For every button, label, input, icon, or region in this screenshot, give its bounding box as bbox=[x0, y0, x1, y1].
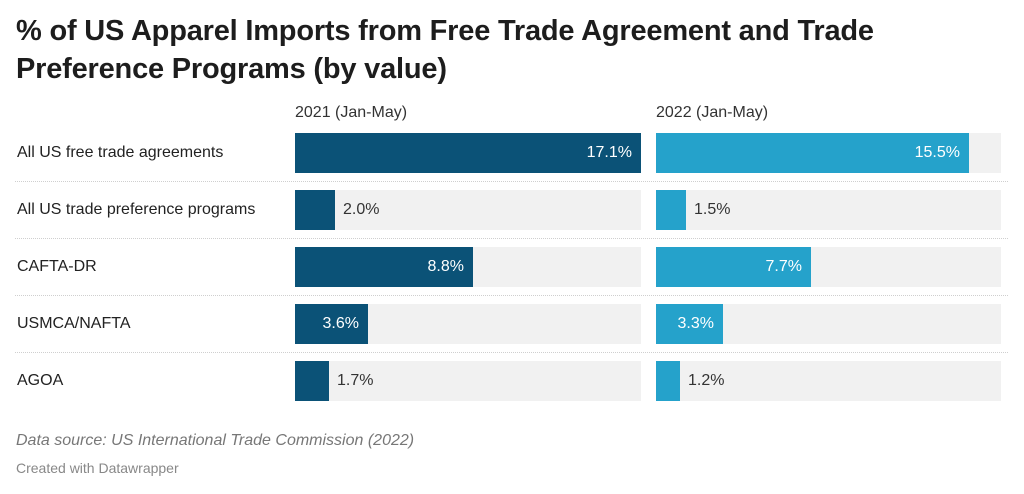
bar-track: 1.5% bbox=[656, 190, 1001, 230]
credit-link[interactable]: Created with Datawrapper bbox=[16, 460, 179, 476]
bar-track: 1.7% bbox=[295, 361, 641, 401]
category-label: AGOA bbox=[17, 372, 64, 389]
category-label: All US free trade agreements bbox=[17, 144, 224, 161]
chart-title: % of US Apparel Imports from Free Trade … bbox=[16, 15, 874, 85]
category-label: CAFTA-DR bbox=[17, 258, 97, 275]
bar-2022 bbox=[656, 190, 686, 230]
bar-track: 17.1% bbox=[295, 133, 641, 173]
bar-2021 bbox=[295, 304, 368, 344]
value-label: 1.5% bbox=[694, 201, 731, 218]
value-label: 2.0% bbox=[343, 201, 380, 218]
value-label: 3.3% bbox=[677, 315, 714, 332]
value-label: 7.7% bbox=[765, 258, 802, 275]
value-label: 17.1% bbox=[586, 144, 632, 161]
column-header-2022: 2022 (Jan-May) bbox=[656, 104, 769, 121]
bar-track: 8.8% bbox=[295, 247, 641, 287]
row-separator bbox=[15, 352, 1008, 353]
row-separator bbox=[15, 238, 1008, 239]
data-source-note: Data source: US International Trade Comm… bbox=[16, 432, 415, 449]
value-label: 3.6% bbox=[322, 315, 359, 332]
bar-track: 3.3% bbox=[656, 304, 1001, 344]
value-label: 15.5% bbox=[914, 144, 960, 161]
bar-track: 2.0% bbox=[295, 190, 641, 230]
bar-track: 15.5% bbox=[656, 133, 1001, 173]
value-label: 1.7% bbox=[337, 372, 374, 389]
value-label: 1.2% bbox=[688, 372, 725, 389]
row-separator bbox=[15, 181, 1008, 182]
value-label: 8.8% bbox=[427, 258, 464, 275]
bar-2021 bbox=[295, 247, 473, 287]
bar-2022 bbox=[656, 247, 811, 287]
row-separator bbox=[15, 295, 1008, 296]
bar-2022 bbox=[656, 133, 969, 173]
bar-2022 bbox=[656, 304, 723, 344]
bar-track: 3.6% bbox=[295, 304, 641, 344]
bar-2021 bbox=[295, 190, 335, 230]
category-label: All US trade preference programs bbox=[17, 201, 256, 218]
bar-2021 bbox=[295, 361, 329, 401]
category-label: USMCA/NAFTA bbox=[17, 315, 131, 332]
bar-2021 bbox=[295, 133, 641, 173]
column-header-2021: 2021 (Jan-May) bbox=[295, 104, 408, 121]
bar-2022 bbox=[656, 361, 680, 401]
bar-track: 7.7% bbox=[656, 247, 1001, 287]
bar-track: 1.2% bbox=[656, 361, 1001, 401]
